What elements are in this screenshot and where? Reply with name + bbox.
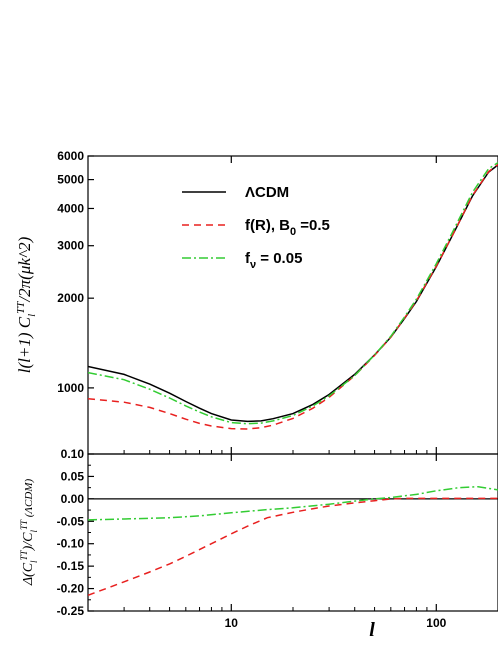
bottom-plot-frame [87,453,498,612]
top-ytick-label: 2000 [57,291,84,305]
bottom-y-axis-title: Δ(ClTT)/ClTT (ΛCDM) [19,478,39,586]
bottom-ytick-label: -0.10 [57,537,85,551]
bottom-ytick-label: 0.10 [61,447,85,461]
top-ytick-label: 5000 [57,173,84,187]
bottom-ytick-label: 0.05 [61,469,85,483]
top-series-line-2 [88,161,498,425]
top-ytick-label: 6000 [57,149,84,163]
bottom-panel-relative-difference: -0.25 -0.20 -0.15 -0.10 -0.05 0.00 0.05 0.10 10 1… [57,447,498,630]
top-series-group [88,161,498,430]
x-axis-title: l [369,619,375,641]
bottom-series-group [88,485,498,597]
legend-label-1: f(R), B0 =0.5 [245,217,330,238]
bottom-ytick-label: 0.00 [61,492,85,506]
bottom-xtick-label: 10 [225,616,239,630]
top-ytick-label: 1000 [57,381,84,395]
top-series-line-1 [88,163,498,430]
bottom-series-line-1 [88,497,498,597]
legend-label-0: ΛCDM [245,184,289,201]
legend: ΛCDM f(R), B0 =0.5 fν = 0.05 [182,184,330,271]
bottom-series-line-2 [88,485,498,521]
top-ytick-label: 3000 [57,239,84,253]
bottom-xtick-label: 100 [426,616,446,630]
bottom-ytick-label: -0.25 [57,604,85,618]
bottom-ytick-label: -0.15 [57,559,85,573]
top-y-axis-title: l(l+1) ClTT/2π(μk^2) [15,236,38,373]
legend-label-2: fν = 0.05 [245,250,302,271]
top-panel-power-spectrum: 1000 2000 3000 4000 5000 6000 [57,149,498,455]
axis-titles: l(l+1) ClTT/2π(μk^2) Δ(ClTT)/ClTT (ΛCDM) l [15,236,375,641]
bottom-ytick-label: -0.20 [57,582,85,596]
top-plot-frame [87,155,498,455]
top-ytick-label: 4000 [57,201,84,215]
bottom-ytick-label: -0.05 [57,514,85,528]
top-series-line-0 [88,164,498,423]
